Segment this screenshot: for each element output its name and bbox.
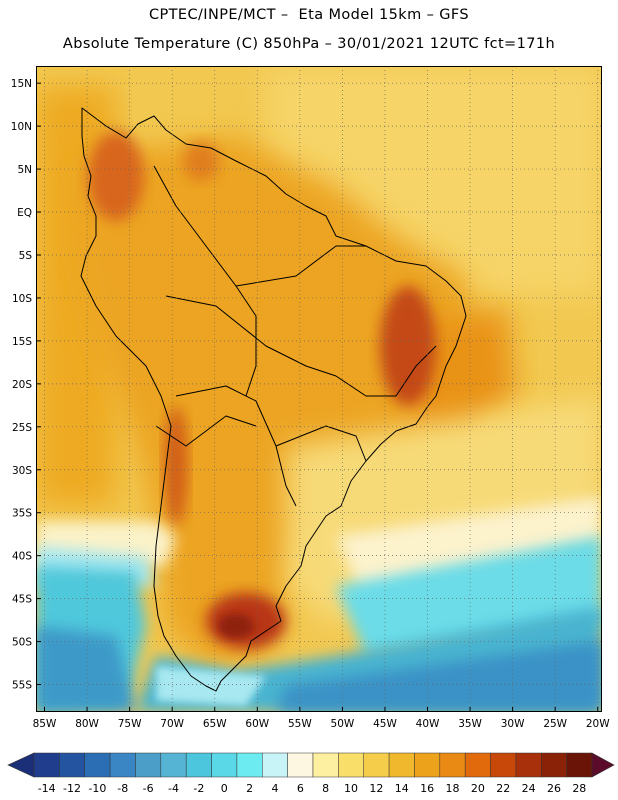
colorbar-label: 16 [420, 782, 434, 795]
map-canvas [36, 66, 602, 712]
lat-label: 20S [12, 379, 32, 391]
map-subtitle: Absolute Temperature (C) 850hPa – 30/01/… [62, 36, 556, 52]
lon-label: 55W [288, 718, 312, 730]
colorbar-label: 2 [246, 782, 253, 795]
colorbar-label: 14 [395, 782, 409, 795]
lat-label: 50S [12, 637, 32, 649]
map-title: CPTEC/INPE/MCT – Eta Model 15km – GFS [148, 7, 470, 23]
lat-label: 35S [12, 508, 32, 520]
colorbar-labels: -14 -12 -10 -8 -6 -4 -2 0 2 4 6 8 10 12 14 16 18 20 22 24 26… [38, 782, 587, 795]
lat-label: 10S [12, 293, 32, 305]
colorbar-label: 4 [271, 782, 278, 795]
colorbar-label: 28 [572, 782, 586, 795]
lat-label: EQ [17, 207, 32, 219]
lon-label: 65W [203, 718, 227, 730]
lon-label: 25W [543, 718, 567, 730]
lat-label: 15S [12, 336, 32, 348]
temperature-map [36, 66, 602, 712]
colorbar-label: 6 [297, 782, 304, 795]
colorbar-swatches [7, 752, 615, 778]
colorbar-swatch [338, 752, 364, 778]
colorbar-swatch [211, 752, 238, 778]
lon-label: 60W [245, 718, 269, 730]
latitude-labels: 15N 10N 5N EQ 5S 10S 15S 20S 25S 30S 35S 40S 45S 50S 5… [11, 78, 41, 692]
colorbar-max-arrow [591, 752, 615, 778]
colorbar-swatch [515, 752, 542, 778]
colorbar-swatch [84, 752, 111, 778]
colorbar-swatch [414, 752, 441, 778]
coastlines-and-borders [80, 107, 467, 692]
colorbar-label: 12 [369, 782, 383, 795]
colorbar-swatch [464, 752, 491, 778]
lon-label: 70W [160, 718, 184, 730]
colorbar-min-arrow [7, 752, 35, 778]
lon-label: 30W [501, 718, 525, 730]
colorbar-swatch [541, 752, 567, 778]
lat-label: 10N [11, 121, 32, 133]
lon-label: 20W [586, 718, 610, 730]
colorbar-swatch [490, 752, 517, 778]
colorbar-label: -10 [88, 782, 106, 795]
colorbar-swatch [109, 752, 136, 778]
colorbar-swatch [566, 752, 593, 778]
colorbar-swatch [312, 752, 339, 778]
longitude-labels: 85W 80W 75W 70W 65W 60W 55W 50W 45W 40W 35W 30W 25W 2… [33, 707, 610, 730]
lon-label: 75W [118, 718, 142, 730]
map-axes: 15N 10N 5N EQ 5S 10S 15S 20S 25S 30S 35S 40S 45S 50S 5… [11, 78, 610, 730]
lat-label: 55S [12, 680, 32, 692]
lon-label: 50W [331, 718, 355, 730]
colorbar-swatch [388, 752, 415, 778]
lon-label: 40W [416, 718, 440, 730]
colorbar-swatch [262, 752, 288, 778]
colorbar-swatch [287, 752, 314, 778]
colorbar-label: 10 [344, 782, 358, 795]
lat-label: 5S [19, 250, 33, 262]
colorbar-label: 24 [522, 782, 536, 795]
colorbar: -14 -12 -10 -8 -6 -4 -2 0 2 4 6 8 10 12 14 16 18 20 22 24 26… [7, 752, 615, 795]
lon-label: 85W [33, 718, 57, 730]
lat-label: 25S [12, 422, 32, 434]
lon-label: 35W [458, 718, 482, 730]
colorbar-label: -8 [117, 782, 128, 795]
colorbar-label: -2 [193, 782, 204, 795]
colorbar-label: 18 [446, 782, 460, 795]
colorbar-swatch [135, 752, 162, 778]
colorbar-label: -4 [168, 782, 179, 795]
lon-label: 45W [373, 718, 397, 730]
map-frame [36, 66, 602, 712]
colorbar-label: 8 [322, 782, 329, 795]
lat-label: 5N [17, 164, 32, 176]
colorbar-swatch [59, 752, 85, 778]
colorbar-swatch [33, 752, 60, 778]
colorbar-swatch [185, 752, 212, 778]
colorbar-label: 0 [221, 782, 228, 795]
lat-label: 15N [11, 78, 32, 90]
lat-label: 40S [12, 551, 32, 563]
lat-label: 45S [12, 594, 32, 606]
colorbar-swatch [236, 752, 263, 778]
colorbar-label: 20 [471, 782, 485, 795]
lon-label: 80W [75, 718, 99, 730]
colorbar-label: -6 [143, 782, 154, 795]
lat-label: 30S [12, 465, 32, 477]
colorbar-swatch [363, 752, 390, 778]
colorbar-label: -12 [63, 782, 81, 795]
colorbar-label: 22 [496, 782, 510, 795]
colorbar-label: 26 [547, 782, 561, 795]
colorbar-swatch [439, 752, 466, 778]
colorbar-swatch [160, 752, 187, 778]
colorbar-label: -14 [38, 782, 56, 795]
